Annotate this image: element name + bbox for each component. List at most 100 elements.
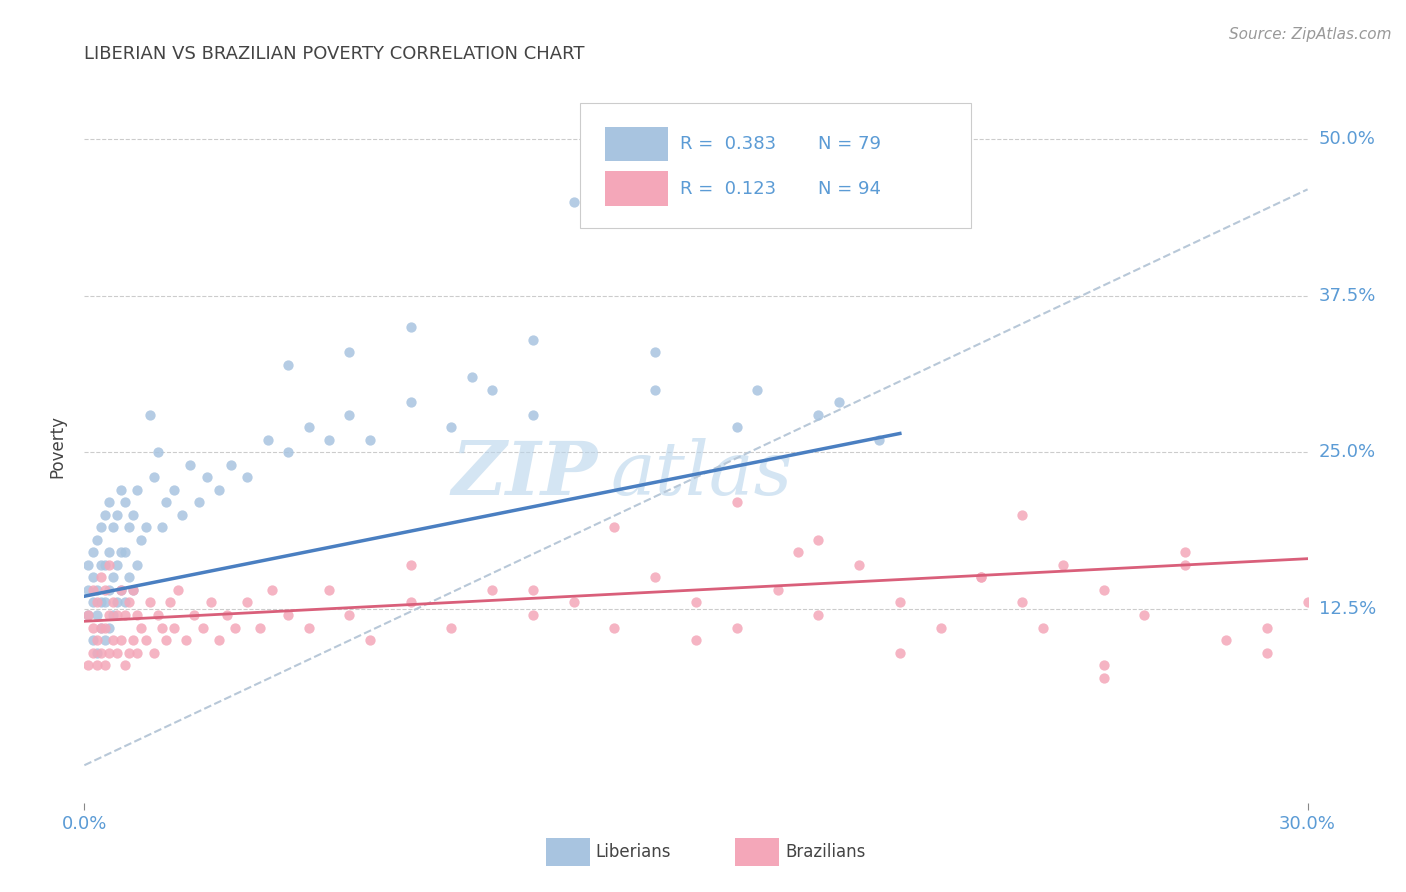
Point xyxy=(208,483,231,497)
Point xyxy=(1296,595,1319,609)
Point xyxy=(97,582,120,597)
Point xyxy=(142,646,165,660)
Point xyxy=(118,570,141,584)
Text: 25.0%: 25.0% xyxy=(1319,443,1376,461)
Point xyxy=(101,595,124,609)
Point xyxy=(725,495,748,509)
Point xyxy=(1133,607,1156,622)
Text: R =  0.123: R = 0.123 xyxy=(681,180,776,198)
Point xyxy=(110,633,132,648)
Text: 37.5%: 37.5% xyxy=(1319,286,1376,305)
Point xyxy=(105,558,128,572)
Point xyxy=(97,646,120,660)
Point xyxy=(339,408,360,422)
Point xyxy=(93,621,115,635)
Point xyxy=(827,395,849,409)
Point xyxy=(93,508,115,522)
Point xyxy=(135,633,157,648)
Point xyxy=(86,646,108,660)
Point xyxy=(86,633,108,648)
Point xyxy=(195,470,218,484)
Point xyxy=(848,558,870,572)
Point xyxy=(110,545,132,559)
Point xyxy=(522,408,544,422)
Point xyxy=(150,520,173,534)
Point xyxy=(1032,621,1054,635)
Point xyxy=(90,595,112,609)
Point xyxy=(114,658,136,673)
Point xyxy=(131,621,153,635)
Point xyxy=(277,445,299,459)
Point xyxy=(970,570,993,584)
Point xyxy=(122,582,145,597)
Point xyxy=(725,621,748,635)
Point xyxy=(77,558,100,572)
Point xyxy=(970,570,993,584)
Point xyxy=(86,607,108,622)
Point xyxy=(110,582,132,597)
Point xyxy=(399,320,422,334)
Point xyxy=(179,458,201,472)
Text: 12.5%: 12.5% xyxy=(1319,599,1376,618)
Point xyxy=(1215,633,1237,648)
Point xyxy=(1011,508,1033,522)
Point xyxy=(787,545,810,559)
Point xyxy=(82,621,104,635)
Point xyxy=(1174,558,1197,572)
Point xyxy=(217,607,239,622)
Point xyxy=(685,633,707,648)
Point xyxy=(131,533,153,547)
Point xyxy=(93,633,115,648)
Point xyxy=(93,595,115,609)
Point xyxy=(298,420,321,434)
Point xyxy=(163,621,186,635)
Point xyxy=(110,582,132,597)
Point xyxy=(929,621,952,635)
Point xyxy=(155,633,177,648)
Point xyxy=(174,633,197,648)
Point xyxy=(889,646,911,660)
Point xyxy=(77,658,100,673)
Point xyxy=(105,607,128,622)
Point xyxy=(97,495,120,509)
Point xyxy=(138,595,160,609)
Point xyxy=(114,545,136,559)
Point xyxy=(1092,671,1115,685)
Point xyxy=(481,582,503,597)
Point xyxy=(461,370,484,384)
Point xyxy=(77,607,100,622)
Point xyxy=(122,582,145,597)
Point xyxy=(97,558,120,572)
Point xyxy=(522,333,544,347)
Point xyxy=(603,520,626,534)
Point xyxy=(122,508,145,522)
Point xyxy=(114,595,136,609)
Point xyxy=(1052,558,1074,572)
Point xyxy=(155,495,177,509)
Point xyxy=(339,607,360,622)
Point xyxy=(172,508,194,522)
Point xyxy=(298,621,321,635)
FancyBboxPatch shape xyxy=(735,838,779,865)
Point xyxy=(339,345,360,359)
Point xyxy=(260,582,283,597)
Point xyxy=(167,582,190,597)
Point xyxy=(93,558,115,572)
Point xyxy=(766,582,789,597)
Point xyxy=(90,558,112,572)
Point xyxy=(118,520,141,534)
Point xyxy=(481,383,503,397)
Point xyxy=(359,433,381,447)
Point xyxy=(807,408,830,422)
Point xyxy=(77,607,100,622)
Point xyxy=(127,558,149,572)
Point xyxy=(725,420,748,434)
Point xyxy=(399,595,422,609)
Point xyxy=(93,658,115,673)
Point xyxy=(77,582,100,597)
Point xyxy=(105,646,128,660)
Point xyxy=(97,607,120,622)
Point xyxy=(603,621,626,635)
Point xyxy=(159,595,181,609)
Text: LIBERIAN VS BRAZILIAN POVERTY CORRELATION CHART: LIBERIAN VS BRAZILIAN POVERTY CORRELATIO… xyxy=(84,45,585,62)
